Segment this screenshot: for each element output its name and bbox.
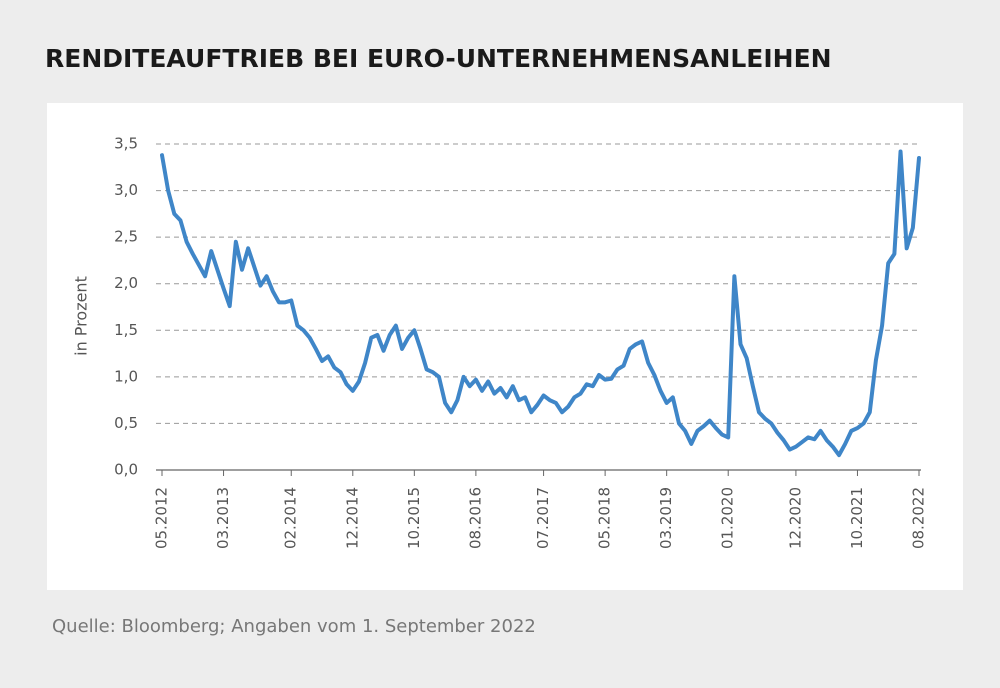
- y-tick-label: 2,0: [114, 274, 138, 292]
- x-tick-label: 10.2021: [848, 487, 866, 549]
- data-line: [160, 149, 921, 458]
- y-tick-label: 3,0: [114, 181, 138, 199]
- x-tick-label: 08.2022: [910, 487, 928, 549]
- y-tick-label: 1,0: [114, 367, 138, 385]
- x-tick-label: 08.2016: [466, 487, 484, 549]
- x-tick-label: 05.2012: [153, 487, 171, 549]
- y-tick-label: 1,5: [114, 321, 138, 339]
- x-tick-label: 03.2019: [657, 487, 675, 549]
- y-tick-label: 2,5: [114, 228, 138, 246]
- panel: [47, 103, 963, 590]
- x-tick-label: 07.2017: [534, 487, 552, 549]
- x-tick-label: 12.2020: [786, 487, 804, 549]
- y-tick-label: 0,5: [114, 414, 138, 432]
- y-tick-label: 3,5: [114, 135, 138, 153]
- x-tick-label: 12.2014: [343, 487, 361, 549]
- x-tick-label: 05.2018: [596, 487, 614, 549]
- x-tick-label: 10.2015: [405, 487, 423, 549]
- x-tick-label: 02.2014: [282, 487, 300, 549]
- source-note: Quelle: Bloomberg; Angaben vom 1. Septem…: [52, 616, 536, 637]
- y-axis-label: in Prozent: [72, 276, 91, 356]
- x-tick-label: 03.2013: [214, 487, 232, 549]
- y-tick-label: 0,0: [114, 461, 138, 479]
- x-tick-label: 01.2020: [719, 487, 737, 549]
- chart-title: RENDITEAUFTRIEB BEI EURO-UNTERNEHMENSANL…: [45, 44, 832, 73]
